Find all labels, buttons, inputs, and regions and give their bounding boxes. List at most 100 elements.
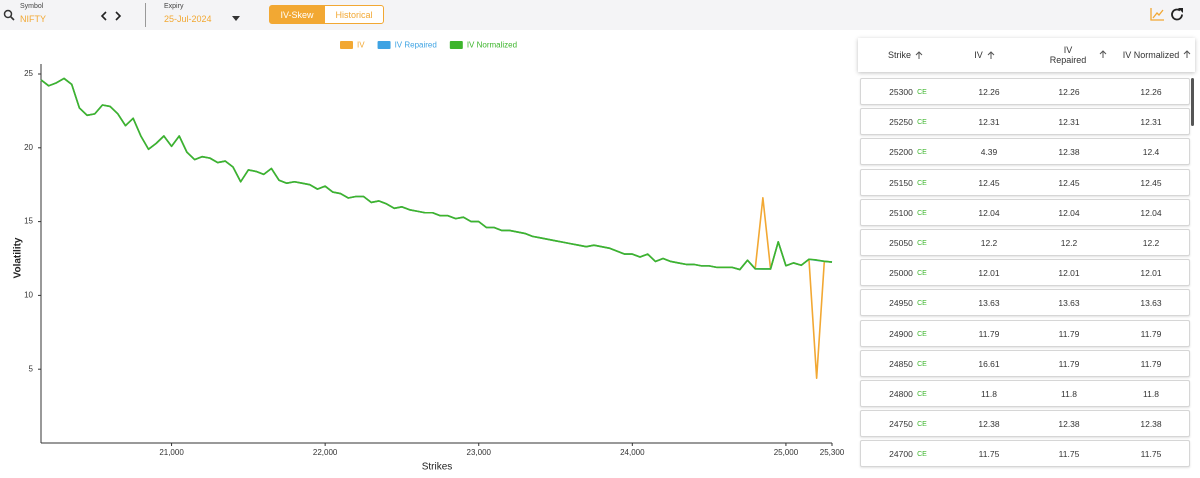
option-type: CE <box>917 330 927 338</box>
table-row[interactable]: 24950 CE 13.63 13.63 13.63 <box>860 289 1190 317</box>
iv-normalized-cell: 12.38 <box>1140 419 1162 430</box>
strike-cell: 25150 <box>889 177 913 188</box>
iv-repaired-cell: 11.79 <box>1058 358 1080 369</box>
table-row[interactable]: 24700 CE 11.75 11.75 11.75 <box>860 440 1190 468</box>
iv-normalized-cell: 12.2 <box>1142 238 1160 248</box>
iv-cell: 16.61 <box>978 358 1000 369</box>
legend-label: IV <box>357 41 365 50</box>
option-type: CE <box>917 360 927 368</box>
refresh-icon[interactable] <box>1170 7 1185 22</box>
legend-label: IV Repaired <box>395 41 437 50</box>
x-tick-label: 25,300 <box>820 448 845 457</box>
y-tick-label: 10 <box>24 291 33 300</box>
iv-repaired-cell: 12.38 <box>1058 147 1080 158</box>
scrollbar[interactable] <box>1191 78 1194 126</box>
separator <box>145 3 146 27</box>
series-line <box>40 77 833 271</box>
chart: Volatility Strikes 5 10 15 20 25 21,000 22,000… <box>13 41 845 473</box>
iv-cell: 13.63 <box>978 298 1000 309</box>
top-bar: Symbol NIFTY Expiry 25-Jul-2024 IV-Skew … <box>0 0 1200 30</box>
chart-icon[interactable] <box>1150 7 1165 22</box>
table-row[interactable]: 25150 CE 12.45 12.45 12.45 <box>860 168 1190 196</box>
legend-swatch <box>449 41 463 49</box>
header-iv-repaired[interactable]: IV Repaired <box>1043 38 1093 72</box>
sort-icon <box>987 51 995 59</box>
tab-historical[interactable]: Historical <box>324 5 384 24</box>
y-tick-label: 5 <box>29 364 34 373</box>
x-axis-title: Strikes <box>422 462 453 473</box>
tab-iv-skew[interactable]: IV-Skew <box>269 5 325 24</box>
header-iv-normalized[interactable]: IV Normalized <box>1120 38 1182 72</box>
option-type: CE <box>917 119 927 127</box>
strike-cell: 25100 <box>889 207 913 218</box>
iv-cell: 11.79 <box>978 328 1000 339</box>
iv-repaired-cell: 11.79 <box>1058 328 1080 339</box>
header-text: IV <box>974 50 983 60</box>
table-row[interactable]: 25050 CE 12.2 12.2 12.2 <box>860 229 1190 256</box>
iv-cell: 4.39 <box>980 147 998 158</box>
iv-cell: 12.38 <box>978 419 1000 430</box>
iv-normalized-cell: 12.01 <box>1140 268 1162 279</box>
option-type: CE <box>917 240 927 247</box>
iv-cell: 12.31 <box>978 117 1000 128</box>
iv-cell: 11.8 <box>981 389 997 399</box>
table-row[interactable]: 24850 CE 16.61 11.79 11.79 <box>860 349 1190 377</box>
table-row[interactable]: 24900 CE 11.79 11.79 11.79 <box>860 319 1190 347</box>
iv-repaired-cell: 12.04 <box>1058 207 1080 218</box>
x-tick-label: 24,000 <box>620 448 645 457</box>
sort-icon[interactable] <box>1182 49 1192 59</box>
strike-cell: 25050 <box>889 238 913 248</box>
header-strike[interactable]: Strike <box>876 38 936 72</box>
series-line <box>40 77 833 271</box>
table-row[interactable]: 24800 CE 11.8 11.8 11.8 <box>860 380 1190 407</box>
iv-normalized-cell: 12.04 <box>1140 207 1162 218</box>
strike-cell: 24700 <box>889 449 913 460</box>
iv-cell: 12.04 <box>978 207 1000 218</box>
iv-normalized-cell: 12.45 <box>1140 177 1162 188</box>
header-text: Strike <box>887 50 911 60</box>
iv-repaired-cell: 12.2 <box>1060 238 1078 248</box>
expiry-label: Expiry <box>164 3 184 10</box>
header-text: IV Repaired <box>1049 45 1087 65</box>
y-tick-label: 15 <box>24 217 33 226</box>
table-row[interactable]: 25000 CE 12.01 12.01 12.01 <box>860 259 1190 287</box>
option-type: CE <box>917 421 927 429</box>
symbol-value[interactable]: NIFTY <box>20 14 46 24</box>
sort-icon[interactable] <box>1098 49 1108 59</box>
symbol-nav[interactable] <box>100 11 124 21</box>
iv-normalized-cell: 11.79 <box>1140 358 1162 369</box>
strike-cell: 24750 <box>889 419 913 430</box>
table-row[interactable]: 25250 CE 12.31 12.31 12.31 <box>860 108 1190 136</box>
iv-normalized-cell: 13.63 <box>1140 298 1162 309</box>
search-icon[interactable] <box>3 9 15 21</box>
option-type: CE <box>917 391 927 398</box>
iv-cell: 11.75 <box>978 449 1000 460</box>
table-row[interactable]: 25100 CE 12.04 12.04 12.04 <box>860 198 1190 226</box>
table-row[interactable]: 25300 CE 12.26 12.26 12.26 <box>860 78 1190 105</box>
header-iv[interactable]: IV <box>960 38 1010 72</box>
table-header: Strike IV IV Repaired IV Normalized <box>858 38 1195 72</box>
expiry-caret[interactable] <box>232 16 240 21</box>
expiry-value[interactable]: 25-Jul-2024 <box>164 14 212 24</box>
legend-swatch <box>340 41 353 49</box>
table-row[interactable]: 24750 CE 12.38 12.38 12.38 <box>860 410 1190 438</box>
iv-repaired-cell: 12.45 <box>1058 177 1080 188</box>
y-tick-label: 20 <box>24 143 33 152</box>
iv-repaired-cell: 12.31 <box>1058 117 1080 128</box>
iv-repaired-cell: 12.01 <box>1058 268 1080 279</box>
iv-normalized-cell: 12.26 <box>1140 87 1162 97</box>
strike-cell: 25250 <box>889 117 913 128</box>
iv-repaired-cell: 13.63 <box>1058 298 1080 309</box>
x-tick-label: 22,000 <box>313 448 338 457</box>
series-line <box>40 77 833 379</box>
sort-icon <box>915 51 923 59</box>
option-type: CE <box>917 451 927 459</box>
x-tick-label: 23,000 <box>467 448 492 457</box>
iv-repaired-cell: 11.75 <box>1058 449 1080 460</box>
iv-normalized-cell: 12.4 <box>1142 147 1160 158</box>
strike-cell: 25300 <box>889 87 913 97</box>
option-type: CE <box>917 179 927 187</box>
iv-cell: 12.01 <box>978 268 1000 279</box>
table-row[interactable]: 25200 CE 4.39 12.38 12.4 <box>860 138 1190 166</box>
